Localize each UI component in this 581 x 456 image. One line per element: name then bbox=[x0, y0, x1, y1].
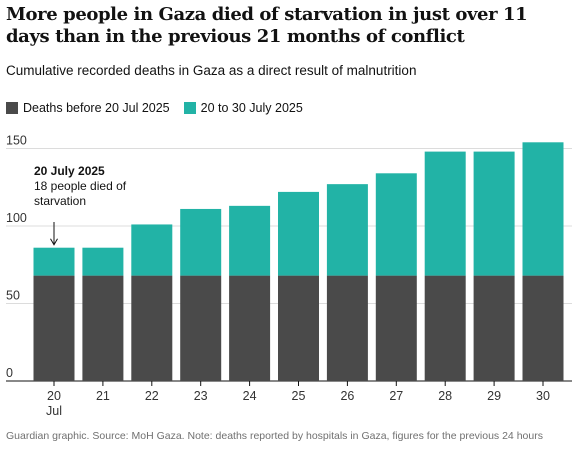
annotation-text: 18 people died of bbox=[34, 179, 127, 193]
legend-item-after: 20 to 30 July 2025 bbox=[183, 101, 303, 115]
bar-before bbox=[522, 275, 564, 381]
x-tick-label: 25 bbox=[292, 389, 306, 403]
bar-after bbox=[522, 142, 564, 276]
annotation-text: starvation bbox=[34, 194, 86, 208]
legend-swatch-before bbox=[6, 102, 18, 114]
legend: Deaths before 20 Jul 2025 20 to 30 July … bbox=[6, 101, 317, 115]
annotation-arrowhead bbox=[50, 238, 58, 246]
bar-after bbox=[33, 247, 75, 276]
bar-before bbox=[180, 275, 222, 381]
x-tick-label: 23 bbox=[194, 389, 208, 403]
chart-title: More people in Gaza died of starvation i… bbox=[6, 4, 528, 47]
x-tick-label: 20 bbox=[47, 389, 61, 403]
y-tick-label: 0 bbox=[6, 366, 13, 380]
bar-after bbox=[278, 191, 319, 276]
annotation-title: 20 July 2025 bbox=[34, 164, 105, 178]
legend-item-before: Deaths before 20 Jul 2025 bbox=[6, 101, 170, 115]
bar-before bbox=[326, 275, 368, 381]
bar-before bbox=[33, 275, 75, 381]
x-tick-label: 30 bbox=[536, 389, 550, 403]
bar-before bbox=[82, 275, 124, 381]
bar-before bbox=[131, 275, 173, 381]
chart-subtitle: Cumulative recorded deaths in Gaza as a … bbox=[6, 63, 417, 78]
bar-before bbox=[424, 275, 466, 381]
bar-after bbox=[82, 247, 124, 276]
bar-after bbox=[180, 208, 222, 276]
bar-before bbox=[375, 275, 417, 381]
legend-label-after: 20 to 30 July 2025 bbox=[200, 101, 303, 115]
y-tick-label: 150 bbox=[6, 134, 27, 148]
bar-after bbox=[229, 205, 271, 276]
y-tick-label: 50 bbox=[6, 289, 20, 303]
x-tick-label: 29 bbox=[487, 389, 501, 403]
x-tick-label: 21 bbox=[96, 389, 110, 403]
x-tick-label: 27 bbox=[389, 389, 403, 403]
x-tick-label: 28 bbox=[438, 389, 452, 403]
y-tick-label: 100 bbox=[6, 211, 27, 225]
bar-after bbox=[424, 151, 466, 276]
x-tick-label: 26 bbox=[340, 389, 354, 403]
bar-before bbox=[229, 275, 271, 381]
x-tick-sublabel: Jul bbox=[46, 404, 62, 418]
bar-after bbox=[131, 224, 173, 276]
bar-before bbox=[473, 275, 515, 381]
bar-before bbox=[278, 275, 319, 381]
bar-after bbox=[326, 184, 368, 276]
legend-swatch-after bbox=[183, 102, 196, 114]
source-note: Guardian graphic. Source: MoH Gaza. Note… bbox=[6, 430, 543, 442]
bar-after bbox=[473, 151, 515, 276]
x-tick-label: 22 bbox=[145, 389, 159, 403]
bar-after bbox=[375, 173, 417, 276]
legend-label-before: Deaths before 20 Jul 2025 bbox=[23, 101, 170, 115]
x-tick-label: 24 bbox=[243, 389, 257, 403]
